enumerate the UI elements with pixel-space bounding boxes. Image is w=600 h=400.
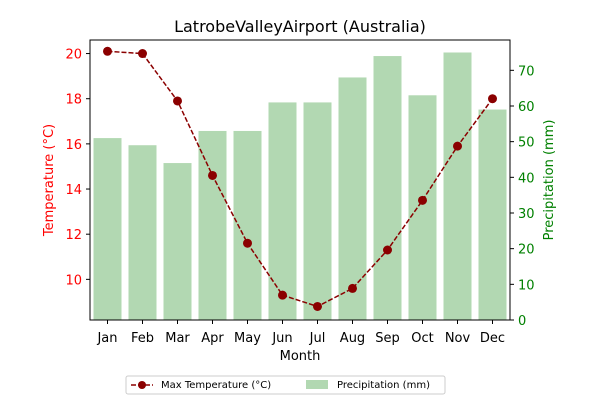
temperature-point-apr <box>208 170 217 180</box>
precipitation-bar-sep <box>373 56 402 320</box>
y-right-tick-label-60: 60 <box>518 100 535 115</box>
temperature-point-oct <box>418 195 427 205</box>
x-tick-label-jun: Jun <box>271 331 292 346</box>
x-tick-label-apr: Apr <box>201 331 224 346</box>
precipitation-bar-mar <box>163 163 192 320</box>
y-left-tick-label-10: 10 <box>65 273 82 288</box>
y-right-tick-label-30: 30 <box>518 207 535 222</box>
temperature-point-mar <box>173 96 182 106</box>
precipitation-bar-dec <box>478 109 507 320</box>
precipitation-bar-aug <box>338 77 367 320</box>
temperature-line-group <box>103 46 497 311</box>
x-tick-label-jul: Jul <box>309 331 326 346</box>
temperature-point-feb <box>138 49 147 59</box>
legend-bar-swatch <box>306 380 328 389</box>
y-left-tick-label-14: 14 <box>65 183 82 198</box>
legend-label-precipitation: Precipitation (mm) <box>337 380 430 391</box>
plot-frame <box>89 39 511 321</box>
precipitation-bar-jul <box>303 102 332 320</box>
x-axis-label: Month <box>280 349 321 364</box>
temperature-point-jan <box>103 46 112 56</box>
x-tick-label-aug: Aug <box>340 331 365 346</box>
x-tick-label-mar: Mar <box>165 331 190 346</box>
y-left-tick-label-16: 16 <box>65 138 82 153</box>
temperature-point-dec <box>488 94 497 104</box>
precipitation-bar-nov <box>443 52 472 321</box>
temperature-point-jun <box>278 290 287 300</box>
temperature-point-may <box>243 238 252 248</box>
temperature-point-jul <box>313 301 322 311</box>
y-right-tick-label-10: 10 <box>518 278 535 293</box>
y-right-tick-label-40: 40 <box>518 171 535 186</box>
legend-box <box>125 375 446 395</box>
precipitation-bar-jan <box>93 138 122 320</box>
precipitation-bar-jun <box>268 102 297 320</box>
y-right-tick-label-20: 20 <box>518 243 535 258</box>
precipitation-bar-oct <box>408 95 437 320</box>
x-axis: Jan Feb Mar Apr May Jun Jul Aug Sep Oct Nov Dec <box>96 320 505 346</box>
temperature-line <box>107 50 494 308</box>
legend-label-temperature: Max Temperature (°C) <box>161 380 271 391</box>
precipitation-bars <box>93 52 507 321</box>
precipitation-bar-apr <box>198 130 227 320</box>
legend: Max Temperature (°C) Precipitation (mm) <box>125 375 446 395</box>
y-right-axis-label: Precipitation (mm) <box>542 120 557 241</box>
temperature-point-aug <box>348 283 357 293</box>
temperature-point-nov <box>453 141 462 151</box>
y-right-axis: 0 10 20 30 40 50 60 70 <box>510 64 535 329</box>
x-tick-label-sep: Sep <box>375 331 400 346</box>
x-tick-label-feb: Feb <box>131 331 154 346</box>
x-tick-label-nov: Nov <box>445 331 471 346</box>
x-tick-label-may: May <box>234 331 261 346</box>
y-right-tick-label-0: 0 <box>518 314 526 329</box>
y-left-tick-label-20: 20 <box>65 48 82 63</box>
legend-line-marker <box>138 381 146 389</box>
y-left-axis-label: Temperature (°C) <box>42 124 57 237</box>
y-left-tick-label-12: 12 <box>65 228 82 243</box>
x-tick-label-jan: Jan <box>96 331 117 346</box>
y-right-tick-label-70: 70 <box>518 64 535 79</box>
chart-title: LatrobeValleyAirport (Australia) <box>174 17 426 36</box>
y-left-axis: 10 12 14 16 18 20 <box>65 48 90 288</box>
y-left-tick-label-18: 18 <box>65 93 82 108</box>
x-tick-label-dec: Dec <box>480 331 505 346</box>
precipitation-bar-feb <box>128 145 157 320</box>
y-right-tick-label-50: 50 <box>518 136 535 151</box>
temperature-point-sep <box>383 245 392 255</box>
x-tick-label-oct: Oct <box>411 331 433 346</box>
